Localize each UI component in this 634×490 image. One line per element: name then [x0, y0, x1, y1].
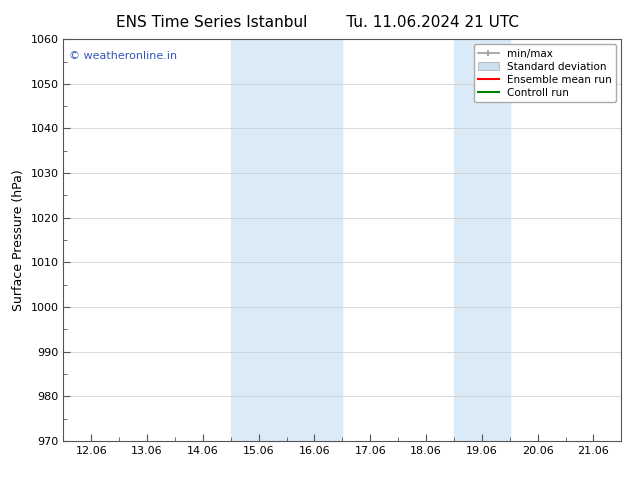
- Legend: min/max, Standard deviation, Ensemble mean run, Controll run: min/max, Standard deviation, Ensemble me…: [474, 45, 616, 102]
- Bar: [454, 39, 510, 441]
- Bar: [231, 39, 342, 441]
- Y-axis label: Surface Pressure (hPa): Surface Pressure (hPa): [12, 169, 25, 311]
- Text: ENS Time Series Istanbul        Tu. 11.06.2024 21 UTC: ENS Time Series Istanbul Tu. 11.06.2024 …: [115, 15, 519, 30]
- Text: © weatheronline.in: © weatheronline.in: [69, 51, 177, 61]
